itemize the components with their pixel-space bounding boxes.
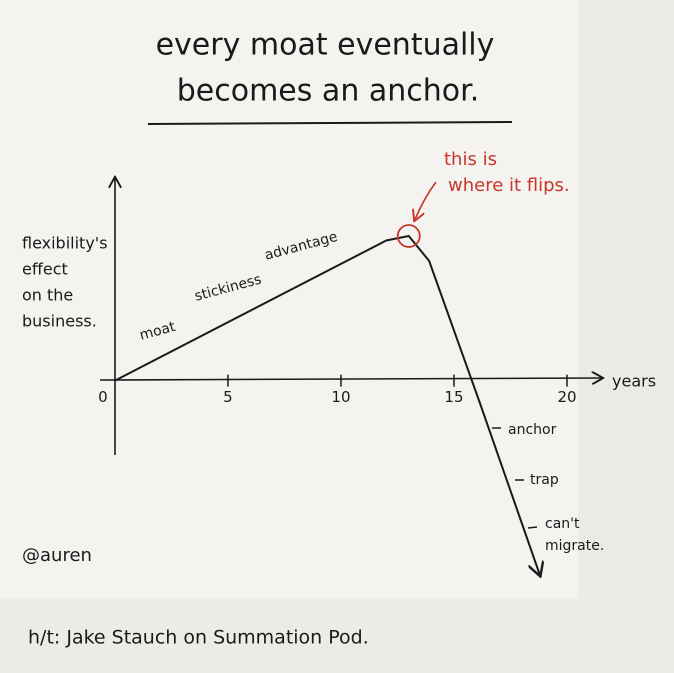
credit: h/t: Jake Stauch on Summation Pod.	[28, 627, 369, 649]
signature: @auren	[22, 545, 92, 566]
y-label: effect	[22, 260, 68, 279]
napkin-fold	[0, 598, 674, 673]
y-label: business.	[22, 312, 97, 331]
title: becomes an anchor.	[177, 74, 480, 109]
x-tick-label: 5	[223, 388, 233, 406]
annotation: migrate.	[545, 538, 604, 554]
annotation: anchor	[508, 422, 557, 438]
title: every moat eventually	[156, 28, 495, 63]
x-axis	[99, 378, 602, 380]
y-label: on the	[22, 286, 73, 305]
title-underline	[147, 121, 513, 125]
x-tick-label: 0	[98, 388, 108, 406]
annotation-tick	[527, 526, 538, 529]
callout-text: where it flips.	[448, 175, 570, 196]
annotation: trap	[530, 472, 559, 488]
x-tick-label: 15	[444, 388, 463, 406]
callout-arrow	[415, 181, 437, 220]
data-line	[114, 235, 540, 575]
callout-text: this is	[444, 149, 497, 170]
callout-circle	[396, 224, 421, 248]
annotation: can't	[545, 516, 580, 532]
x-tick-label: 20	[557, 388, 576, 406]
napkin-fold	[578, 0, 674, 673]
y-label: flexibility's	[22, 234, 108, 253]
x-tick-label: 10	[331, 388, 350, 406]
x-label: years	[612, 372, 656, 391]
